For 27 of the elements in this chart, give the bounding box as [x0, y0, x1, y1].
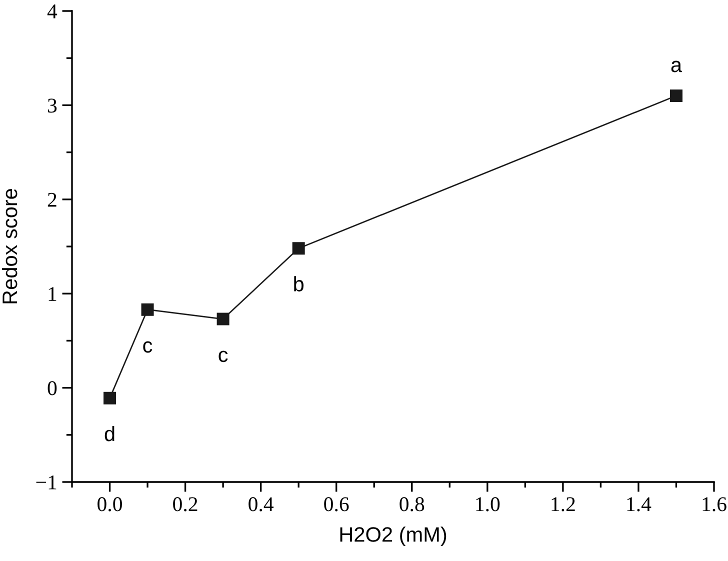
- point: [670, 90, 682, 102]
- x-tick-label: 1.0: [476, 497, 500, 512]
- x-tick-label: 1.6: [702, 497, 726, 512]
- y-axis-title: Redox score: [2, 188, 18, 304]
- x-tick-label: 0.6: [324, 497, 349, 512]
- x-tick-label: 1.2: [552, 497, 575, 512]
- y-tick-label: 4: [47, 4, 58, 18]
- x-tick-label: 0.2: [173, 497, 198, 512]
- x-tick-label: 0.8: [400, 497, 424, 512]
- y-tick-label: 3: [48, 98, 57, 113]
- x-axis-title: H2O2 (mM): [340, 526, 446, 546]
- y-tick-label: 0: [48, 381, 57, 396]
- annotation: d: [104, 426, 114, 442]
- annotation: b: [294, 276, 304, 292]
- point: [141, 303, 154, 316]
- x-tick-label: 1.4: [627, 497, 652, 512]
- y-tick-label: −1: [36, 475, 56, 490]
- x-tick-label: 0.0: [98, 497, 122, 512]
- annotation: c: [218, 350, 228, 362]
- y-tick-label: 1: [48, 287, 56, 301]
- x-tick-label: 0.4: [248, 497, 274, 512]
- annotation: c: [143, 341, 152, 353]
- point: [104, 392, 116, 404]
- y-tick-label: 2: [48, 192, 56, 207]
- annotation: a: [671, 60, 682, 72]
- point: [216, 312, 230, 326]
- point: [292, 242, 305, 255]
